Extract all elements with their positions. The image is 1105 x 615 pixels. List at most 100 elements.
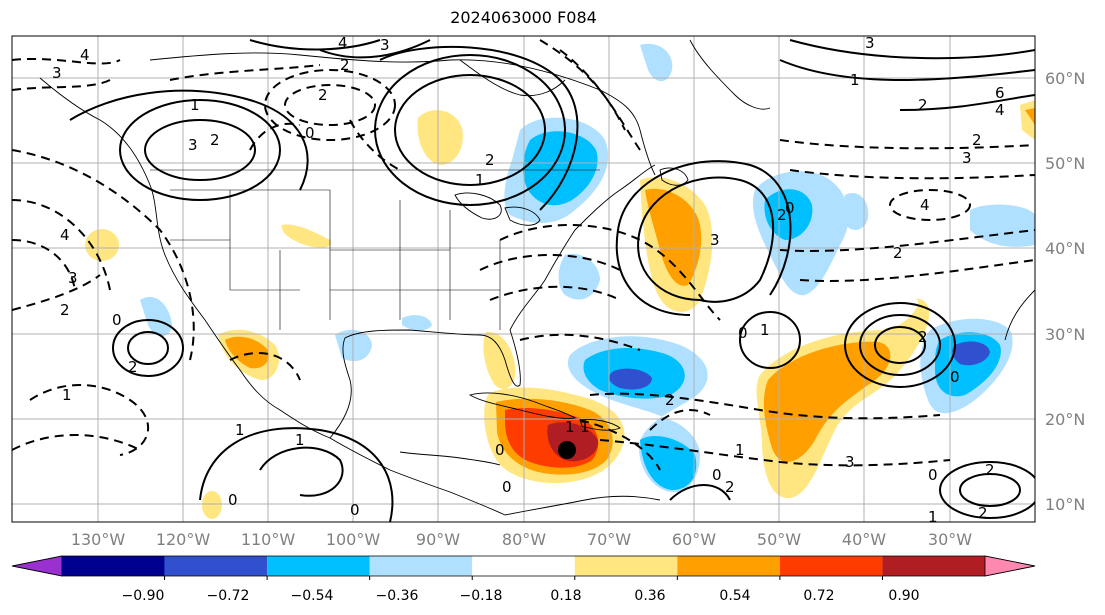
contour-label: 6 (995, 84, 1005, 102)
contour-label: 3 (962, 149, 972, 167)
lat-label: 10°N (1045, 495, 1085, 514)
colorbar-tick-label: −0.18 (460, 588, 503, 604)
contour-label: 4 (80, 46, 90, 64)
colorbar (11, 555, 1036, 580)
lon-label: 130°W (71, 530, 126, 549)
lon-label: 40°W (842, 530, 886, 549)
colorbar-swatch (369, 556, 473, 576)
contour-label: 1 (580, 418, 590, 436)
contour-label: 1 (295, 431, 305, 449)
contour-label: 3 (188, 136, 198, 154)
colorbar-extend-high (984, 555, 1036, 577)
lon-label: 90°W (416, 530, 460, 549)
contour-label: 2 (340, 56, 350, 74)
dashed-contours (12, 39, 1035, 471)
contour-label: 2 (918, 328, 928, 346)
storm-center-dot (558, 441, 576, 459)
contour-label: 0 (928, 466, 938, 484)
colorbar-tick-label: −0.72 (207, 588, 250, 604)
lat-label: 60°N (1045, 69, 1085, 88)
colorbar-tick-label: 0.72 (803, 588, 834, 604)
lon-label: 80°W (502, 530, 546, 549)
contour-label: 3 (68, 269, 78, 287)
lat-label: 40°N (1045, 239, 1085, 258)
contour-label: 1 (62, 386, 72, 404)
latitude-labels: 60°N 50°N 40°N 30°N 20°N 10°N (1045, 69, 1085, 514)
colorbar-tick-label: 0.18 (550, 588, 581, 604)
lon-label: 70°W (587, 530, 631, 549)
contour-label: 4 (60, 226, 70, 244)
contour-label: 0 (785, 199, 795, 217)
contour-label: 1 (735, 441, 745, 459)
contour-label: 0 (228, 491, 238, 509)
lon-label: 120°W (156, 530, 211, 549)
colorbar-swatch (267, 556, 370, 576)
contour-label: 3 (710, 231, 720, 249)
contour-label: 1 (565, 418, 575, 436)
contour-label: 1 (928, 508, 938, 526)
contour-label: 2 (893, 244, 903, 262)
longitude-labels: 130°W 120°W 110°W 100°W 90°W 80°W 70°W 6… (71, 530, 972, 549)
contour-label: 1 (235, 421, 245, 439)
colorbar-swatch (882, 556, 985, 576)
contour-label: 0 (950, 368, 960, 386)
contour-label: 2 (972, 131, 982, 149)
colorbar-extend-low (11, 555, 63, 577)
colorbar-frame (11, 555, 1036, 577)
colorbar-tick-label: −0.36 (376, 588, 419, 604)
contour-label: 2 (978, 504, 988, 522)
contour-label: 0 (350, 501, 360, 519)
colorbar-tick-label: 0.54 (719, 588, 750, 604)
colorbar-labels: −0.90 −0.72 −0.54 −0.36 −0.18 0.18 0.36 … (122, 588, 920, 604)
solid-contours (69, 39, 1035, 522)
contour-label: 0 (712, 466, 722, 484)
lon-label: 50°W (757, 530, 801, 549)
contour-label: 1 (760, 321, 770, 339)
contour-label: 2 (985, 461, 995, 479)
contour-label: 4 (995, 101, 1005, 119)
contour-label: 2 (918, 96, 928, 114)
contour-label: 4 (338, 34, 348, 52)
contour-label: 2 (777, 206, 787, 224)
contour-label: 2 (60, 301, 70, 319)
lon-label: 100°W (326, 530, 381, 549)
map-title: 2024063000 F084 (450, 8, 597, 27)
colorbar-swatch (574, 556, 678, 576)
contour-label: 0 (738, 324, 748, 342)
contour-label: 0 (495, 441, 505, 459)
lon-label: 110°W (241, 530, 296, 549)
contour-label: 4 (920, 196, 930, 214)
contour-label: 2 (665, 391, 675, 409)
lat-label: 30°N (1045, 325, 1085, 344)
colorbar-swatch (472, 556, 575, 576)
contour-label: 2 (318, 86, 328, 104)
colorbar-tick-label: 0.36 (634, 588, 665, 604)
contour-label: 3 (380, 36, 390, 54)
contour-label: 1 (475, 171, 485, 189)
lat-label: 20°N (1045, 410, 1085, 429)
map-frame (11, 35, 1036, 523)
colorbar-swatch (62, 556, 165, 576)
contour-label: 1 (850, 71, 860, 89)
coastlines (39, 39, 1035, 516)
contour-label: 2 (128, 358, 138, 376)
contour-label: 0 (502, 478, 512, 496)
colorbar-tick-label: −0.54 (291, 588, 334, 604)
contour-label: 2 (485, 151, 495, 169)
contour-labels: 4 3 1 2 3 4 3 2 2 0 1 2 3 1 3 6 4 2 2 3 … (52, 34, 1005, 526)
lat-label: 50°N (1045, 154, 1085, 173)
contour-label: 3 (845, 453, 855, 471)
contour-label: 1 (190, 96, 200, 114)
colorbar-tick-label: 0.90 (888, 588, 919, 604)
colorbar-swatch (164, 556, 268, 576)
colorbar-swatch (779, 556, 883, 576)
contour-label: 0 (112, 311, 122, 329)
colorbar-swatch (677, 556, 780, 576)
colorbar-tick-label: −0.90 (122, 588, 165, 604)
lon-label: 30°W (928, 530, 972, 549)
contour-label: 2 (210, 131, 220, 149)
contour-label: 3 (865, 34, 875, 52)
contour-label: 2 (725, 478, 735, 496)
contour-label: 0 (305, 124, 315, 142)
